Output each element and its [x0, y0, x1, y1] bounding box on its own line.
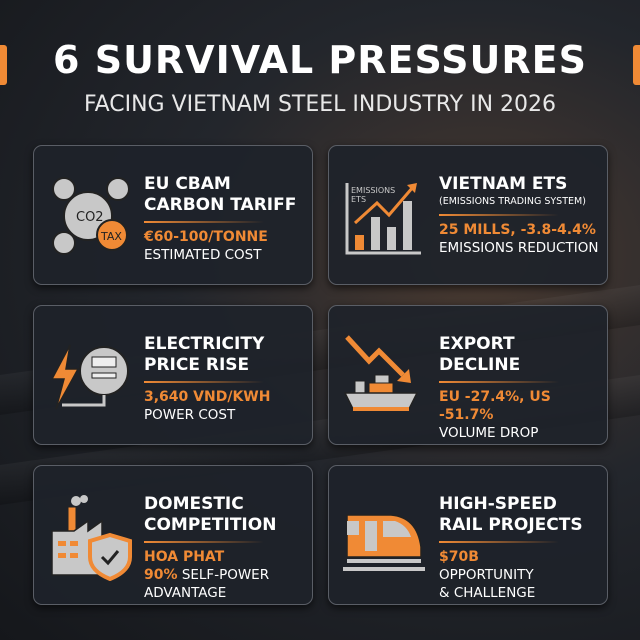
- card-title: COMPETITION: [144, 515, 277, 535]
- emissions-icon-label: EMISSIONS: [351, 186, 395, 195]
- page-title: 6 SURVIVAL PRESSURES: [53, 38, 587, 82]
- card-highlight: 3,640 VND/KWH: [144, 389, 271, 405]
- card-vietnam-ets: EMISSIONS ETS VIETNAM ETS (EMISSIONS TRA…: [328, 145, 608, 285]
- card-title: VIETNAM ETS: [439, 174, 568, 194]
- page-subtitle: FACING VIETNAM STEEL INDUSTRY IN 2026: [83, 92, 557, 117]
- divider: [144, 541, 264, 543]
- card-description: SELF-POWER: [181, 567, 270, 583]
- card-description: ESTIMATED COST: [144, 247, 262, 263]
- factory-shield-icon: [51, 495, 132, 581]
- card-highlight-percent: 90%: [144, 567, 178, 583]
- card-description: ADVANTAGE: [144, 585, 227, 601]
- accent-tab-left: [0, 45, 7, 85]
- accent-tab-right: [633, 45, 640, 85]
- ets-icon-label: ETS: [351, 195, 366, 204]
- card-description: & CHALLENGE: [439, 585, 536, 601]
- card-title: HIGH-SPEED: [439, 494, 557, 514]
- card-title: ELECTRICITY: [144, 334, 265, 354]
- card-export-decline: EXPORT DECLINE EU -27.4%, US -51.7% VOLU…: [328, 305, 608, 445]
- card-title: DECLINE: [439, 355, 521, 375]
- card-high-speed-rail: HIGH-SPEED RAIL PROJECTS $70B OPPORTUNIT…: [328, 465, 608, 605]
- export-decline-ship-icon: [343, 335, 419, 411]
- card-title: RAIL PROJECTS: [439, 515, 583, 535]
- card-title: CARBON TARIFF: [144, 195, 297, 215]
- divider: [439, 381, 559, 383]
- card-title: PRICE RISE: [144, 355, 250, 375]
- card-eu-cbam: CO2 TAX EU CBAM CARBON TARIFF €60-100/TO…: [33, 145, 313, 285]
- card-highlight: €60-100/TONNE: [144, 229, 268, 245]
- high-speed-train-icon: [343, 514, 425, 571]
- divider: [144, 221, 264, 223]
- card-description: VOLUME DROP: [439, 425, 539, 441]
- card-electricity: ELECTRICITY PRICE RISE 3,640 VND/KWH POW…: [33, 305, 313, 445]
- card-highlight: 25 MILLS, -3.8-4.4%: [439, 222, 596, 238]
- card-highlight: HOA PHAT: [144, 549, 225, 565]
- divider: [439, 214, 559, 216]
- card-description-line: 90% SELF-POWER: [144, 566, 312, 584]
- divider: [439, 541, 559, 543]
- card-domestic-competition: DOMESTIC COMPETITION HOA PHAT 90% SELF-P…: [33, 465, 313, 605]
- electricity-meter-icon: [50, 344, 129, 410]
- card-highlight: $70B: [439, 549, 479, 565]
- card-title: DOMESTIC: [144, 494, 244, 514]
- card-title: EU CBAM: [144, 174, 231, 194]
- card-highlight: EU -27.4%, US -51.7%: [439, 389, 551, 423]
- card-description: EMISSIONS REDUCTION: [439, 240, 599, 256]
- card-description: POWER COST: [144, 407, 236, 423]
- card-title: EXPORT: [439, 334, 515, 354]
- card-title: (EMISSIONS TRADING SYSTEM): [439, 196, 586, 207]
- tax-icon-label: TAX: [100, 230, 122, 243]
- emissions-chart-icon: EMISSIONS ETS: [345, 183, 421, 255]
- co2-tax-icon: CO2 TAX: [52, 177, 130, 255]
- divider: [144, 381, 264, 383]
- card-description: OPPORTUNITY: [439, 567, 534, 583]
- co2-icon-label: CO2: [76, 210, 104, 225]
